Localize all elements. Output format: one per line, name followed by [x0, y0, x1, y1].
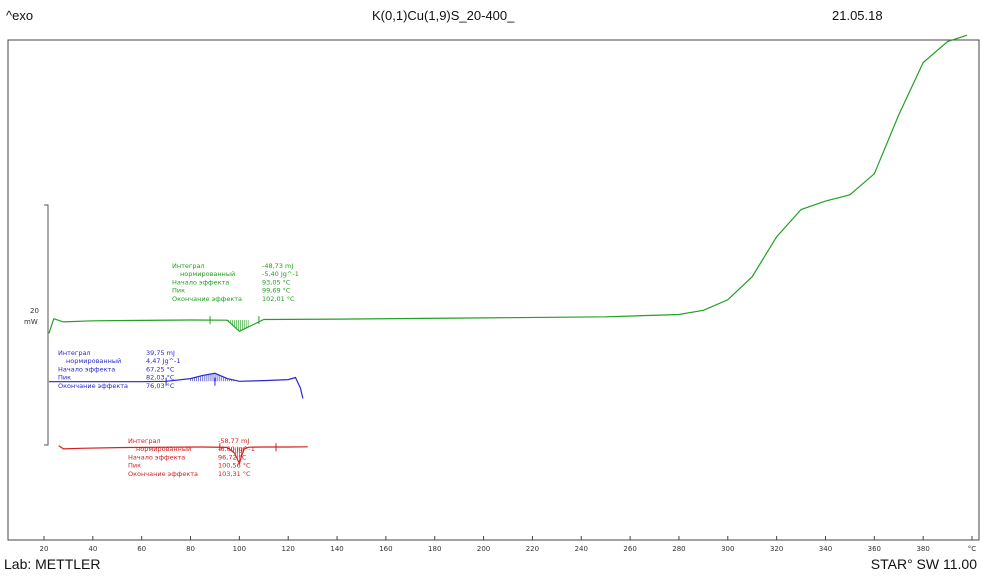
x-tick-label: 300	[721, 545, 734, 553]
x-tick-label: 80	[186, 545, 195, 553]
annotation-label: нормированный	[180, 270, 235, 278]
scale-bar-unit: mW	[24, 318, 38, 326]
x-tick-label: °C	[968, 545, 977, 553]
annotation-value: 102,01 °C	[262, 295, 295, 303]
annotation-label: нормированный	[66, 357, 121, 365]
x-tick-label: 100	[233, 545, 246, 553]
annotation-value: 67,25 °C	[146, 365, 175, 373]
lab-label: Lab: METTLER	[4, 556, 101, 572]
annotation-value: 4,47 Jg^-1	[146, 357, 181, 365]
x-tick-label: 60	[137, 545, 146, 553]
chart-date: 21.05.18	[832, 8, 883, 23]
x-tick-label: 240	[575, 545, 588, 553]
plot-frame	[7, 39, 980, 541]
x-tick-label: 20	[40, 545, 49, 553]
annotation-value: -48,73 mJ	[262, 262, 293, 270]
annotation-value: 39,75 mJ	[146, 349, 175, 357]
annotation-value: 96,72 °C	[218, 453, 247, 461]
annotation-value: 99,69 °C	[262, 287, 291, 295]
annotation-label: Окончание эффекта	[172, 295, 242, 303]
annotation-value: -58,77 mJ	[218, 437, 249, 445]
x-tick-label: 340	[819, 545, 832, 553]
x-tick-label: 380	[916, 545, 929, 553]
series-line-1	[48, 34, 968, 334]
annotation-value: 93,05 °C	[262, 278, 291, 286]
x-tick-label: 180	[428, 545, 441, 553]
series-line-2	[48, 372, 304, 399]
x-tick-label: 200	[477, 545, 490, 553]
y-axis-bracket	[44, 204, 49, 446]
x-tick-label: 160	[379, 545, 392, 553]
annotation-label: Начало эффекта	[128, 453, 185, 461]
annotation-value: -5,40 Jg^-1	[262, 270, 299, 278]
x-tick-label: 120	[282, 545, 295, 553]
scale-bar-value: 20	[30, 307, 39, 315]
annotation-label: Пик	[128, 462, 141, 470]
annotation-label: Окончание эффекта	[58, 382, 128, 390]
annotation-value: -6,60 Jg^-1	[218, 445, 255, 453]
x-tick-label: 360	[868, 545, 881, 553]
x-tick-label: 260	[623, 545, 636, 553]
annotation-value: 76,03 °C	[146, 382, 175, 390]
series-line-3	[58, 445, 308, 466]
annotation-value: 103,31 °C	[218, 470, 251, 478]
x-tick-label: 140	[330, 545, 343, 553]
annotation-label: Начало эффекта	[172, 278, 229, 286]
annotation-value: 100,56 °C	[218, 462, 251, 470]
annotation-value: 82,03 °C	[146, 374, 175, 382]
annotation-label: нормированный	[136, 445, 191, 453]
x-tick-label: 220	[526, 545, 539, 553]
x-tick-label: 40	[88, 545, 97, 553]
annotation-label: Интеграл	[128, 437, 161, 445]
annotation-label: Пик	[58, 374, 71, 382]
annotation-label: Начало эффекта	[58, 365, 115, 373]
chart-title: K(0,1)Cu(1,9)S_20-400_	[372, 8, 515, 23]
x-tick-label: 320	[770, 545, 783, 553]
annotation-label: Интеграл	[172, 262, 205, 270]
chart-header: ^exo K(0,1)Cu(1,9)S_20-400_ 21.05.18	[0, 0, 983, 40]
x-tick-label: 280	[672, 545, 685, 553]
software-label: STAR° SW 11.00	[870, 556, 977, 572]
annotation-label: Окончание эффекта	[128, 470, 198, 478]
annotation-label: Интеграл	[58, 349, 91, 357]
annotation-label: Пик	[172, 287, 185, 295]
exo-direction-label: ^exo	[6, 8, 34, 23]
